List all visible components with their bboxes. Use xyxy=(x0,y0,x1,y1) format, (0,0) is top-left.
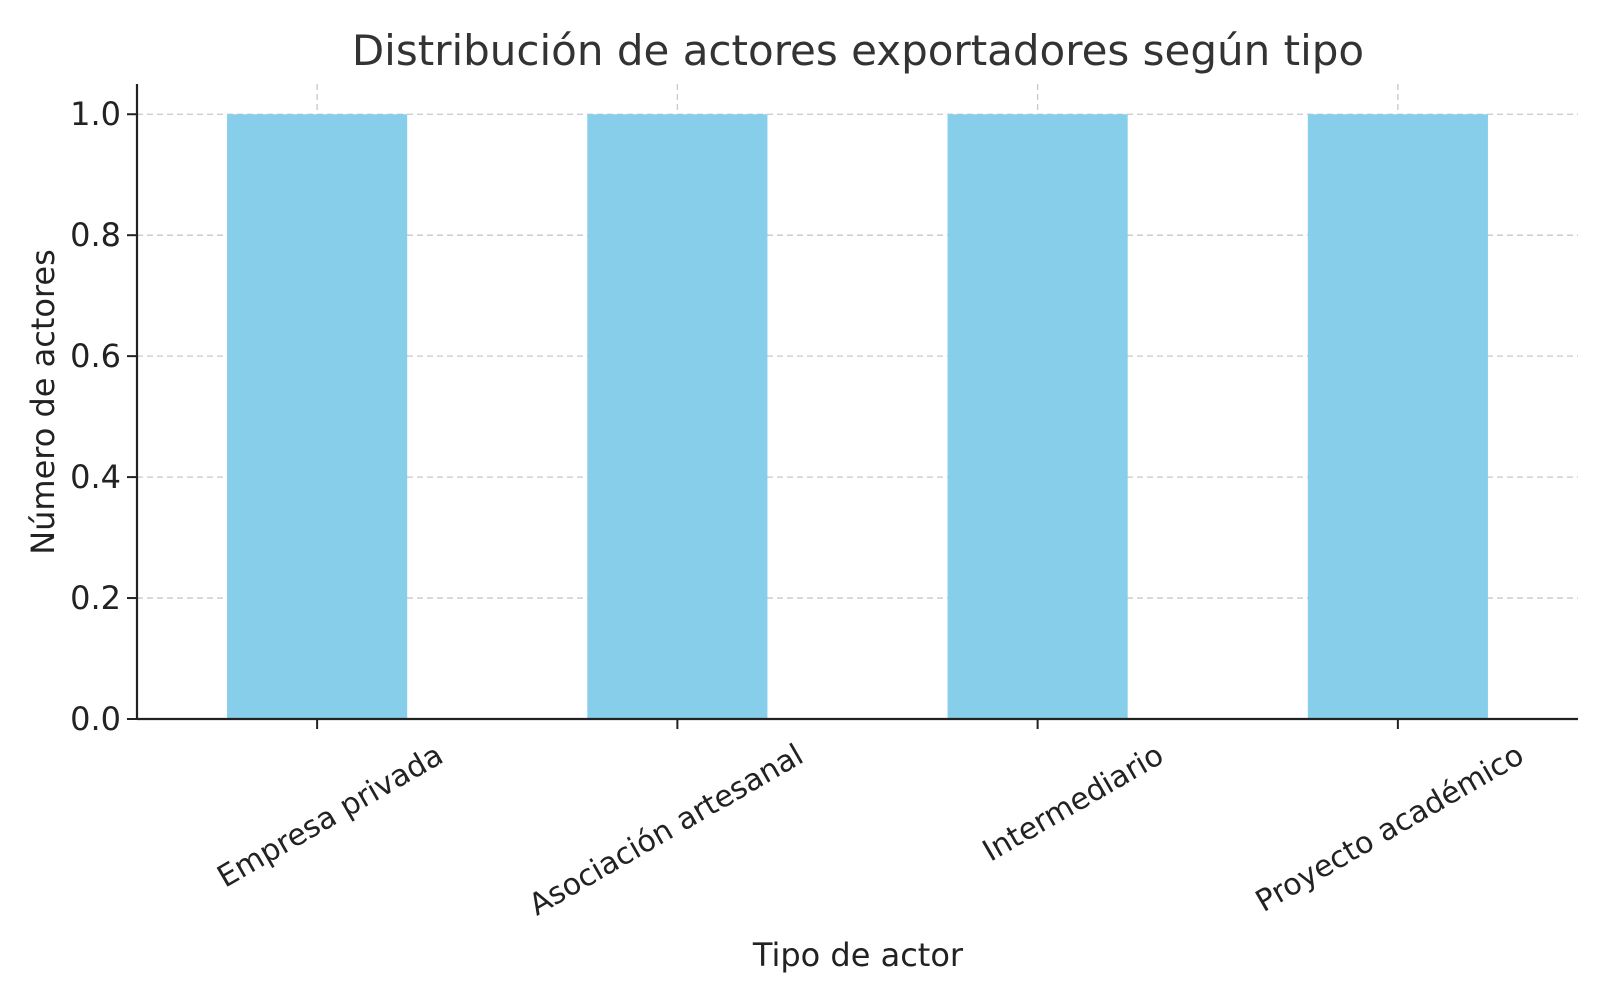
bar xyxy=(1307,114,1488,719)
y-tick-label: 0.8 xyxy=(70,216,121,254)
x-tick-label: Empresa privada xyxy=(211,738,449,895)
bar xyxy=(587,114,768,719)
axes-layer xyxy=(135,84,1578,721)
y-tick-label: 0.2 xyxy=(70,579,121,617)
chart-title: Distribución de actores exportadores seg… xyxy=(352,26,1364,75)
x-tick-label: Intermediario xyxy=(977,738,1170,869)
bars-layer xyxy=(227,114,1488,719)
x-tick-label: Proyecto académico xyxy=(1250,738,1530,920)
y-tick-label: 0.0 xyxy=(70,700,121,738)
y-tick-label: 1.0 xyxy=(70,95,121,133)
x-axis-label: Tipo de actor xyxy=(752,936,964,974)
bar xyxy=(227,114,408,719)
y-tick-label: 0.6 xyxy=(70,337,121,375)
y-axis-label: Número de actores xyxy=(24,249,62,555)
x-tick-label: Asociación artesanal xyxy=(523,738,809,923)
y-tick-label: 0.4 xyxy=(70,458,121,496)
bar xyxy=(947,114,1128,719)
